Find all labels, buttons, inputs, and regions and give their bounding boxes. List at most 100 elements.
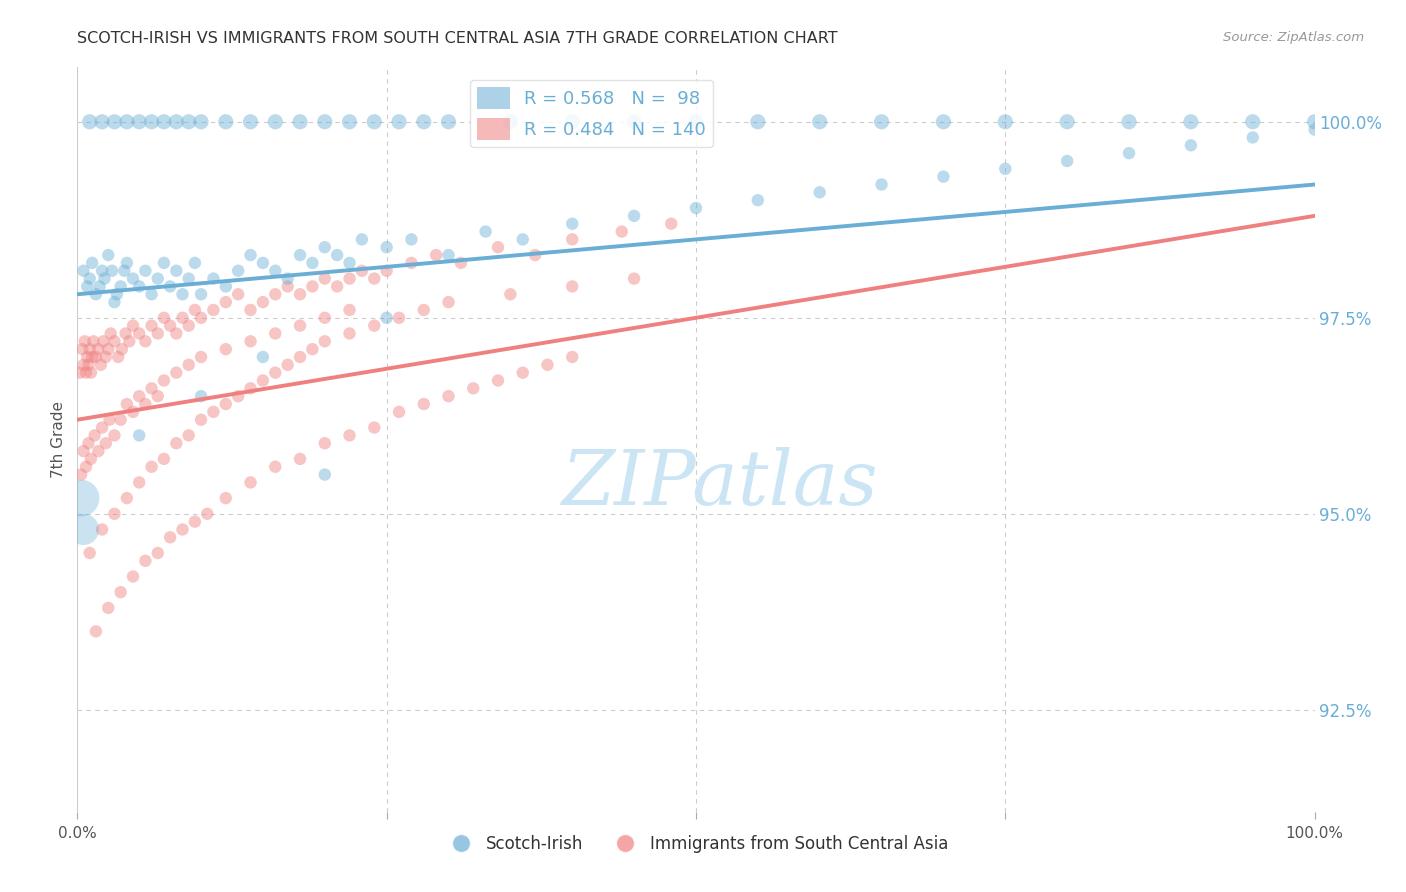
Point xyxy=(870,178,893,192)
Point xyxy=(153,310,176,325)
Point xyxy=(277,279,299,293)
Point xyxy=(134,554,156,568)
Point xyxy=(111,342,134,356)
Point xyxy=(1303,115,1326,129)
Point xyxy=(264,366,287,380)
Point xyxy=(105,287,128,301)
Point xyxy=(215,295,238,310)
Point xyxy=(1118,115,1140,129)
Point xyxy=(190,287,212,301)
Point xyxy=(153,451,176,466)
Point xyxy=(177,428,200,442)
Point xyxy=(659,217,682,231)
Point xyxy=(401,232,423,246)
Point xyxy=(91,420,114,434)
Point xyxy=(128,475,150,490)
Point xyxy=(1241,115,1264,129)
Point xyxy=(524,248,547,262)
Point xyxy=(375,264,398,278)
Point xyxy=(122,318,145,333)
Point xyxy=(103,334,125,349)
Point xyxy=(93,271,115,285)
Point xyxy=(98,413,121,427)
Point xyxy=(1056,153,1078,168)
Point xyxy=(177,318,200,333)
Point xyxy=(512,366,534,380)
Point xyxy=(339,326,361,341)
Point xyxy=(190,115,212,129)
Point xyxy=(128,428,150,442)
Point xyxy=(363,271,385,285)
Point xyxy=(195,507,218,521)
Point xyxy=(239,302,262,317)
Text: ZIPatlas: ZIPatlas xyxy=(562,447,879,521)
Point xyxy=(72,264,94,278)
Point xyxy=(97,248,120,262)
Point xyxy=(1241,130,1264,145)
Point xyxy=(91,523,114,537)
Point xyxy=(115,397,138,411)
Point xyxy=(363,115,385,129)
Point xyxy=(314,310,336,325)
Point xyxy=(79,546,101,560)
Point xyxy=(252,350,274,364)
Point xyxy=(72,358,94,372)
Y-axis label: 7th Grade: 7th Grade xyxy=(51,401,66,478)
Point xyxy=(153,115,176,129)
Point xyxy=(177,358,200,372)
Point xyxy=(153,256,176,270)
Point xyxy=(288,115,311,129)
Point xyxy=(165,326,187,341)
Point xyxy=(165,436,187,450)
Point xyxy=(215,115,238,129)
Point xyxy=(146,389,169,403)
Point xyxy=(301,342,323,356)
Point xyxy=(747,193,769,207)
Point xyxy=(184,256,207,270)
Point xyxy=(463,381,485,395)
Point xyxy=(314,115,336,129)
Point xyxy=(623,271,645,285)
Point xyxy=(172,287,194,301)
Point xyxy=(314,436,336,450)
Point xyxy=(79,342,101,356)
Point xyxy=(172,523,194,537)
Point xyxy=(122,271,145,285)
Point xyxy=(264,115,287,129)
Point xyxy=(202,271,225,285)
Point xyxy=(326,248,349,262)
Point xyxy=(79,115,101,129)
Point xyxy=(107,350,129,364)
Point xyxy=(114,326,136,341)
Point xyxy=(215,491,238,505)
Point xyxy=(80,451,103,466)
Point xyxy=(115,491,138,505)
Text: 100.0%: 100.0% xyxy=(1285,826,1344,841)
Point xyxy=(301,279,323,293)
Legend: Scotch-Irish, Immigrants from South Central Asia: Scotch-Irish, Immigrants from South Cent… xyxy=(437,828,955,859)
Point xyxy=(165,115,187,129)
Point xyxy=(747,115,769,129)
Point xyxy=(1056,115,1078,129)
Point xyxy=(141,459,163,474)
Point xyxy=(870,115,893,129)
Point xyxy=(474,225,496,239)
Point xyxy=(118,334,141,349)
Point xyxy=(159,530,181,544)
Text: 0.0%: 0.0% xyxy=(58,826,97,841)
Point xyxy=(94,436,117,450)
Point xyxy=(153,374,176,388)
Point xyxy=(314,271,336,285)
Point xyxy=(110,279,132,293)
Point xyxy=(301,256,323,270)
Point xyxy=(437,389,460,403)
Point xyxy=(146,546,169,560)
Point xyxy=(314,240,336,254)
Point xyxy=(202,405,225,419)
Point xyxy=(165,264,187,278)
Point xyxy=(808,115,831,129)
Point xyxy=(122,405,145,419)
Point xyxy=(239,334,262,349)
Point xyxy=(252,295,274,310)
Point xyxy=(128,389,150,403)
